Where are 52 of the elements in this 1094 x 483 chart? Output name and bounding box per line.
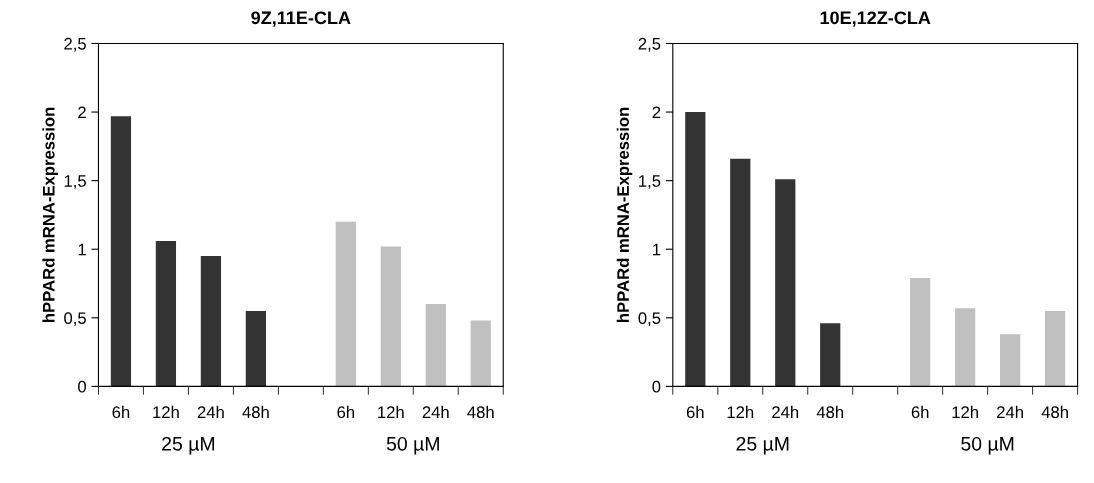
- x-tick-label: 24h: [772, 405, 799, 418]
- x-tick-label: 24h: [997, 405, 1023, 418]
- x-tick-label: 24h: [197, 405, 224, 418]
- x-tick-label: 24h: [422, 405, 449, 418]
- y-axis-title: hPPARd mRNA-Expression: [42, 107, 58, 322]
- y-tick-label: 1: [78, 243, 86, 256]
- bar: [820, 323, 841, 387]
- text: 25 µM: [162, 436, 215, 455]
- x-tick-label: 12h: [378, 405, 404, 418]
- bar: [245, 310, 266, 387]
- y-tick-label: 1,5: [639, 175, 661, 189]
- text: 50 µM: [961, 436, 1014, 455]
- chart-title: 10E,12Z-CLA: [820, 11, 931, 27]
- x-tick-label: 6h: [337, 405, 355, 419]
- x-tick-label: 12h: [153, 405, 179, 418]
- x-tick-label: 48h: [816, 405, 844, 419]
- bar: [200, 256, 222, 387]
- y-tick-label: 1: [653, 243, 661, 256]
- bar: [155, 241, 177, 387]
- y-tick-label: 2: [652, 106, 661, 119]
- x-tick-label: 6h: [112, 405, 130, 419]
- bar: [910, 278, 931, 387]
- bar: [685, 112, 706, 387]
- x-tick-label: 12h: [952, 405, 978, 418]
- bar: [1044, 310, 1066, 387]
- y-tick-label: 2,5: [64, 37, 86, 52]
- bar: [730, 158, 751, 387]
- bar: [1000, 334, 1021, 387]
- x-tick-label: 48h: [1041, 405, 1068, 419]
- x-tick-label: 6h: [911, 405, 929, 419]
- bar: [335, 221, 356, 387]
- x-tick-label: 48h: [467, 405, 494, 419]
- bar: [955, 308, 976, 387]
- x-tick-label: 12h: [727, 405, 754, 418]
- text: 50 µM: [386, 436, 439, 455]
- bar: [470, 320, 491, 387]
- y-tick-label: 0: [78, 380, 86, 393]
- y-tick-label: 0: [652, 380, 661, 393]
- bar: [110, 116, 132, 387]
- chart-title: 9Z,11E-CLA: [251, 11, 351, 27]
- bar: [380, 246, 401, 387]
- y-tick-label: 2: [78, 106, 86, 119]
- y-tick-label: 0,5: [64, 312, 86, 326]
- y-tick-label: 0,5: [638, 312, 661, 326]
- x-tick-label: 6h: [686, 405, 704, 419]
- bar: [775, 179, 796, 387]
- y-tick-label: 1,5: [64, 175, 86, 189]
- y-tick-label: 2,5: [638, 37, 661, 52]
- y-axis-title: hPPARd mRNA-Expression: [616, 107, 633, 322]
- bar: [425, 304, 446, 387]
- text: 25 µM: [736, 436, 789, 455]
- x-tick-label: 48h: [242, 405, 269, 419]
